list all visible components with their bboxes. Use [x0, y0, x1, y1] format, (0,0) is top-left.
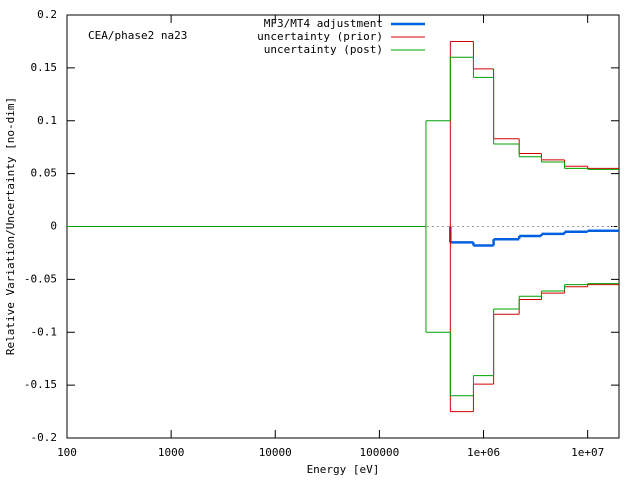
- x-tick-label: 100: [57, 446, 77, 459]
- chart-title: CEA/phase2 na23: [88, 29, 187, 42]
- x-tick-label: 1e+06: [467, 446, 500, 459]
- y-tick-label: -0.15: [24, 378, 57, 391]
- x-tick-label: 100000: [360, 446, 400, 459]
- y-tick-label: 0.1: [37, 114, 57, 127]
- y-tick-label: 0.2: [37, 8, 57, 21]
- y-tick-label: 0: [50, 220, 57, 233]
- legend-label: uncertainty (post): [264, 43, 383, 56]
- x-axis-label: Energy [eV]: [307, 463, 380, 476]
- x-tick-label: 10000: [259, 446, 292, 459]
- y-tick-label: 0.15: [31, 61, 58, 74]
- legend-label: uncertainty (prior): [257, 30, 383, 43]
- legend-label: MF3/MT4 adjustment: [264, 17, 383, 30]
- y-tick-label: -0.2: [31, 431, 58, 444]
- y-tick-label: -0.05: [24, 272, 57, 285]
- y-axis-label: Relative Variation/Uncertainty [no-dim]: [4, 97, 17, 355]
- x-tick-label: 1000: [158, 446, 185, 459]
- y-tick-label: 0.05: [31, 167, 58, 180]
- y-tick-label: -0.1: [31, 325, 58, 338]
- x-tick-label: 1e+07: [571, 446, 604, 459]
